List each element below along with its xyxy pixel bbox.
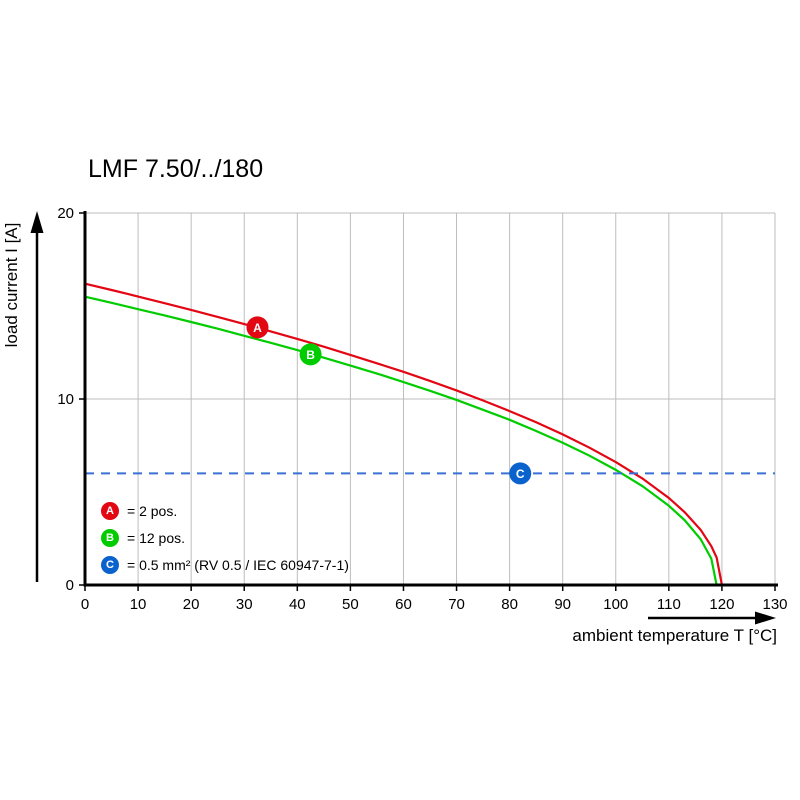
x-tick-label: 130 [762,596,787,613]
x-tick-label: 70 [448,596,465,613]
y-tick-label: 10 [57,391,74,408]
legend-marker-b-icon: B [101,529,119,547]
y-axis-label: load current I [A] [2,223,21,348]
x-tick-label: 110 [657,596,681,613]
marker-b-icon [299,343,322,366]
marker-a-icon [246,316,269,339]
x-tick-label: 60 [395,596,412,613]
y-tick-label: 0 [66,577,74,594]
marker-letter: A [253,321,262,335]
x-tick-label: 90 [554,596,571,613]
legend-item-a: A = 2 pos. [101,502,349,520]
legend-label-b: = 12 pos. [127,530,185,546]
x-tick-label: 0 [81,596,89,613]
chart-title: LMF 7.50/../180 [88,155,264,183]
x-axis-label: ambient temperature T [°C] [572,626,777,645]
x-tick-label: 120 [709,596,734,613]
x-tick-label: 50 [342,596,359,613]
legend-label-a: = 2 pos. [127,503,178,519]
y-axis-arrowhead-icon [30,211,44,233]
marker-letter: C [516,467,525,481]
x-tick-label: 20 [183,596,200,613]
axes: 0 10 20 30 40 50 60 70 80 90 100 110 120 130 0 10 20 [57,205,787,613]
x-tick-label: 40 [289,596,306,613]
curve-b [84,295,718,586]
x-axis-arrowhead-icon [755,611,776,625]
y-tick-label: 20 [57,205,74,222]
legend: A = 2 pos. B = 12 pos. C = 0.5 mm² (RV 0… [101,502,349,574]
legend-marker-c-icon: C [101,556,119,574]
marker-c-icon [509,462,532,485]
x-tick-label: 30 [236,596,253,613]
curve-a [84,282,724,586]
curve-markers: A B C [246,316,532,485]
x-tick-label: 10 [130,596,147,613]
x-tick-label: 80 [501,596,518,613]
legend-label-c: = 0.5 mm² (RV 0.5 / IEC 60947-7-1) [127,557,349,573]
x-tick-label: 100 [603,596,628,613]
marker-letter: B [306,348,315,362]
gridlines [85,212,776,585]
legend-item-b: B = 12 pos. [101,529,349,547]
curves [84,282,775,586]
legend-item-c: C = 0.5 mm² (RV 0.5 / IEC 60947-7-1) [101,556,349,574]
legend-marker-a-icon: A [101,502,119,520]
